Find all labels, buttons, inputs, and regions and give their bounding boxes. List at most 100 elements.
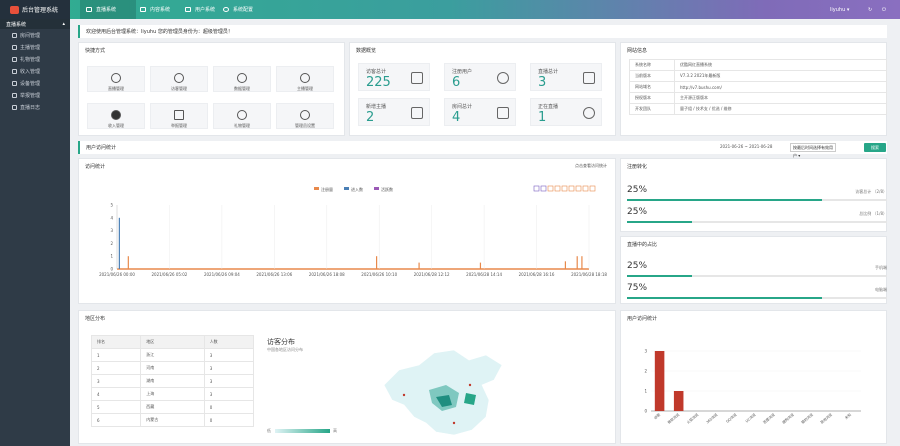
stat-label: 房间总计 bbox=[452, 104, 473, 110]
legend-swatch bbox=[344, 187, 349, 190]
sidebar-item-anchors[interactable]: 主播管理 bbox=[0, 41, 70, 53]
quick-anchor-button[interactable]: 主播管理 bbox=[276, 66, 334, 92]
y-tick-label: 3 bbox=[644, 349, 647, 354]
region-card: 地区分布 排名 地区 人数 1 浙江 3 2 河南 3 3 湖南 3 4 上海 3 5 西藏 0 6 内蒙… bbox=[78, 310, 616, 444]
topmenu-label: 用户系统 bbox=[195, 7, 216, 13]
topmenu-settings[interactable]: 系统配置 bbox=[223, 0, 283, 19]
bar-percent: 25% bbox=[627, 207, 648, 217]
compass-icon bbox=[111, 110, 121, 120]
progress-track bbox=[627, 221, 887, 223]
quick-admin-button[interactable]: 管理员设置 bbox=[276, 103, 334, 129]
chart-title: 访问统计 bbox=[85, 164, 106, 170]
y-tick-label: 0 bbox=[644, 409, 647, 414]
gift-icon bbox=[12, 56, 17, 62]
sidebar-item-label: 主播管理 bbox=[20, 44, 41, 51]
conversion-card: 注册转化 25% 访客总计 （2/8） 25% 总比例 （1/8） bbox=[620, 158, 887, 232]
bar-percent: 25% bbox=[627, 261, 648, 271]
logo-icon bbox=[10, 5, 19, 14]
info-key: 系统名称 bbox=[629, 59, 675, 71]
chevron-up-icon: ▴ bbox=[62, 21, 65, 27]
welcome-notice: 欢迎使用后台管理系统：liyuhu 您的管理员身份为：超级管理员！ bbox=[78, 25, 887, 38]
cell: 湖南 bbox=[140, 374, 205, 388]
chart-detail-link[interactable]: 点击查看访问统计 bbox=[575, 163, 607, 168]
visit-line-chart: 注册量 进入数 活跃数 0 1 2 3 4 5 2021/06/26 00:00 2021/06/2… bbox=[99, 185, 607, 277]
sidebar-item-logs[interactable]: 直播日志 bbox=[0, 101, 70, 113]
sidebar-item-label: 收入管理 bbox=[20, 68, 41, 75]
toolbox-icon bbox=[547, 185, 554, 192]
bar bbox=[654, 351, 665, 411]
x-tick-label: 2021/06/26 09:04 bbox=[204, 272, 240, 277]
sidebar-item-gifts[interactable]: 礼物管理 bbox=[0, 53, 70, 65]
cell: 浙江 bbox=[140, 348, 205, 362]
quick-visitor-button[interactable]: 访客管理 bbox=[150, 66, 208, 92]
topmenu-live[interactable]: 直播系统 bbox=[80, 0, 136, 19]
stat-value: 3 bbox=[538, 75, 547, 90]
x-tick-label: 2021/06/28 12:12 bbox=[414, 272, 450, 277]
cell: 0 bbox=[203, 400, 255, 414]
stat-value: 4 bbox=[452, 110, 461, 125]
quick-live-button[interactable]: 直播管理 bbox=[87, 66, 145, 92]
topmenu-users[interactable]: 用户系统 bbox=[185, 0, 235, 19]
quick-report-button[interactable]: 举报管理 bbox=[150, 103, 208, 129]
quick-data-button[interactable]: 数据管理 bbox=[213, 66, 271, 92]
users-icon bbox=[411, 72, 423, 84]
search-button[interactable]: 搜索 bbox=[864, 143, 886, 152]
top-bar: 后台管理系统 直播系统 内容系统 用户系统 系统配置 liyuhu ▾ ↻ ⏻ bbox=[0, 0, 900, 19]
map-subtitle: 中国各地区访问分布 bbox=[267, 347, 303, 352]
stat-label: 直播总计 bbox=[538, 69, 559, 75]
map-region-east bbox=[464, 393, 476, 405]
section-title: 用户访问统计 bbox=[86, 145, 117, 151]
filter-select[interactable]: 按最后时间选择有效用户 ▾ bbox=[790, 143, 836, 158]
quick-gift-button[interactable]: 礼物管理 bbox=[213, 103, 271, 129]
sysinfo-table: 系统名称 优酷网红直播系统 当前版本 V7.3.2 2021年最新版 网站域名 htt… bbox=[629, 59, 887, 115]
sidebar-item-rooms[interactable]: 房间管理 bbox=[0, 29, 70, 41]
power-icon[interactable]: ⏻ bbox=[882, 6, 886, 13]
refresh-icon[interactable]: ↻ bbox=[868, 6, 873, 13]
info-value: 量子组 / 技术支 / 优选 / 维修 bbox=[674, 103, 887, 115]
quick-card: 快捷方式 直播管理 访客管理 数据管理 主播管理 收入管理 举报管理 礼物管理 … bbox=[78, 42, 345, 136]
cell: 上海 bbox=[140, 387, 205, 401]
y-tick-label: 1 bbox=[110, 254, 113, 259]
sidebar-item-devices[interactable]: 设备管理 bbox=[0, 77, 70, 89]
x-tick-label: 谷歌 bbox=[653, 412, 662, 421]
col-header: 地区 bbox=[140, 335, 205, 349]
user-menu[interactable]: liyuhu ▾ bbox=[830, 0, 870, 19]
topmenu-content[interactable]: 内容系统 bbox=[140, 0, 190, 19]
x-tick-label: 2021/06/26 05:02 bbox=[152, 272, 188, 277]
quick-title: 快捷方式 bbox=[85, 48, 106, 54]
x-tick-label: 百度浏览 bbox=[762, 412, 776, 425]
stat-registered: 注册用户 6 bbox=[444, 63, 516, 91]
quick-label: 收入管理 bbox=[108, 123, 124, 128]
sidebar-header[interactable]: 直播系统 ▴ bbox=[0, 19, 70, 29]
caret-down-icon: ▾ bbox=[845, 6, 850, 13]
x-tick-label: 2021/06/28 18:18 bbox=[571, 272, 607, 277]
info-value: http://v7.bushu.com/ bbox=[674, 81, 887, 93]
app-logo[interactable]: 后台管理系统 bbox=[0, 0, 70, 19]
browser-bar-chart: 0 1 2 3 谷歌 微软浏览 火狐浏览 360浏览 QQ浏览 UC浏览 百度浏览 搜狗浏览 猎豹浏览其… bbox=[644, 349, 861, 425]
info-key: 当前版本 bbox=[629, 70, 675, 82]
stat-value: 2 bbox=[366, 110, 375, 125]
toolbox-icon bbox=[575, 185, 582, 192]
sysinfo-card: 网站信息 系统名称 优酷网红直播系统 当前版本 V7.3.2 2021年最新版 网站… bbox=[620, 42, 887, 136]
grid-icon bbox=[140, 7, 146, 12]
legend-swatch bbox=[374, 187, 379, 190]
y-tick-label: 5 bbox=[110, 203, 113, 208]
edit-icon bbox=[174, 110, 184, 120]
sidebar-item-income[interactable]: 收入管理 bbox=[0, 65, 70, 77]
monitor-icon bbox=[86, 7, 92, 12]
y-tick-label: 2 bbox=[110, 241, 113, 246]
toolbox-icon bbox=[554, 185, 561, 192]
room-icon bbox=[12, 32, 17, 38]
quick-income-button[interactable]: 收入管理 bbox=[87, 103, 145, 129]
topmenu-label: 内容系统 bbox=[150, 7, 171, 13]
stats-card: 数据概览 访客总计 225 注册用户 6 直播总计 3 新增主播 2 房间总计 4 正在直… bbox=[349, 42, 616, 136]
browser-card: 用户访问统计 0 1 2 3 谷歌 微软浏览 火狐浏览 360浏览 QQ浏览 UC浏览 百度浏览 搜狗… bbox=[620, 310, 887, 444]
date-range-input[interactable]: 2021-06-26 ~ 2021-06-28 bbox=[720, 144, 773, 149]
map-label-dot bbox=[468, 383, 472, 387]
cell: 内蒙古 bbox=[140, 413, 205, 427]
sidebar-item-reports[interactable]: 举报管理 bbox=[0, 89, 70, 101]
cell: 3 bbox=[203, 348, 255, 362]
topmenu-label: 系统配置 bbox=[233, 7, 254, 13]
sidebar-item-label: 设备管理 bbox=[20, 80, 41, 87]
table-row: 当前版本 V7.3.2 2021年最新版 bbox=[629, 70, 887, 82]
